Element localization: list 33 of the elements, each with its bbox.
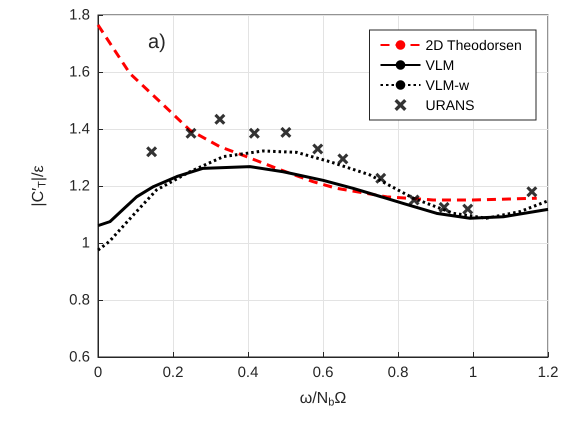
y-tick-label: 0.8 xyxy=(69,292,90,308)
x-tick-label: 0.4 xyxy=(238,364,258,381)
x-tick-label: 0.6 xyxy=(312,364,334,381)
x-tick-label: 1 xyxy=(468,364,478,381)
point xyxy=(146,146,158,158)
point xyxy=(214,114,226,125)
point xyxy=(337,153,348,164)
line-series xyxy=(96,23,538,202)
point xyxy=(408,194,420,206)
point xyxy=(280,126,292,138)
y-tick-label: 1.2 xyxy=(69,178,90,194)
x-tick-label: 1.2 xyxy=(538,364,558,381)
legend-label: VLM-w xyxy=(425,77,470,93)
y-tick-label: 1.8 xyxy=(69,6,90,24)
legend-label: URANS xyxy=(425,97,475,113)
point xyxy=(375,172,386,184)
x-tick-label: 0.8 xyxy=(388,364,408,381)
x-tick-label: 0 xyxy=(94,364,102,381)
point xyxy=(462,204,474,215)
point xyxy=(438,202,450,213)
y-tick-label: 0.6 xyxy=(69,348,90,366)
y-tick-label: 1 xyxy=(82,234,90,252)
point xyxy=(248,128,260,139)
legend-label: VLM xyxy=(425,57,454,73)
x-tick-label: 0.2 xyxy=(162,364,184,381)
y-axis-title: |C′T|/ε xyxy=(30,165,48,207)
legend-label: 2D Theodorsen xyxy=(425,37,522,53)
point xyxy=(526,186,538,198)
annotation: a) xyxy=(148,31,166,53)
point xyxy=(186,128,196,139)
point xyxy=(312,143,324,154)
y-tick-label: 1.6 xyxy=(69,64,90,80)
y-tick-label: 1.4 xyxy=(69,120,90,138)
